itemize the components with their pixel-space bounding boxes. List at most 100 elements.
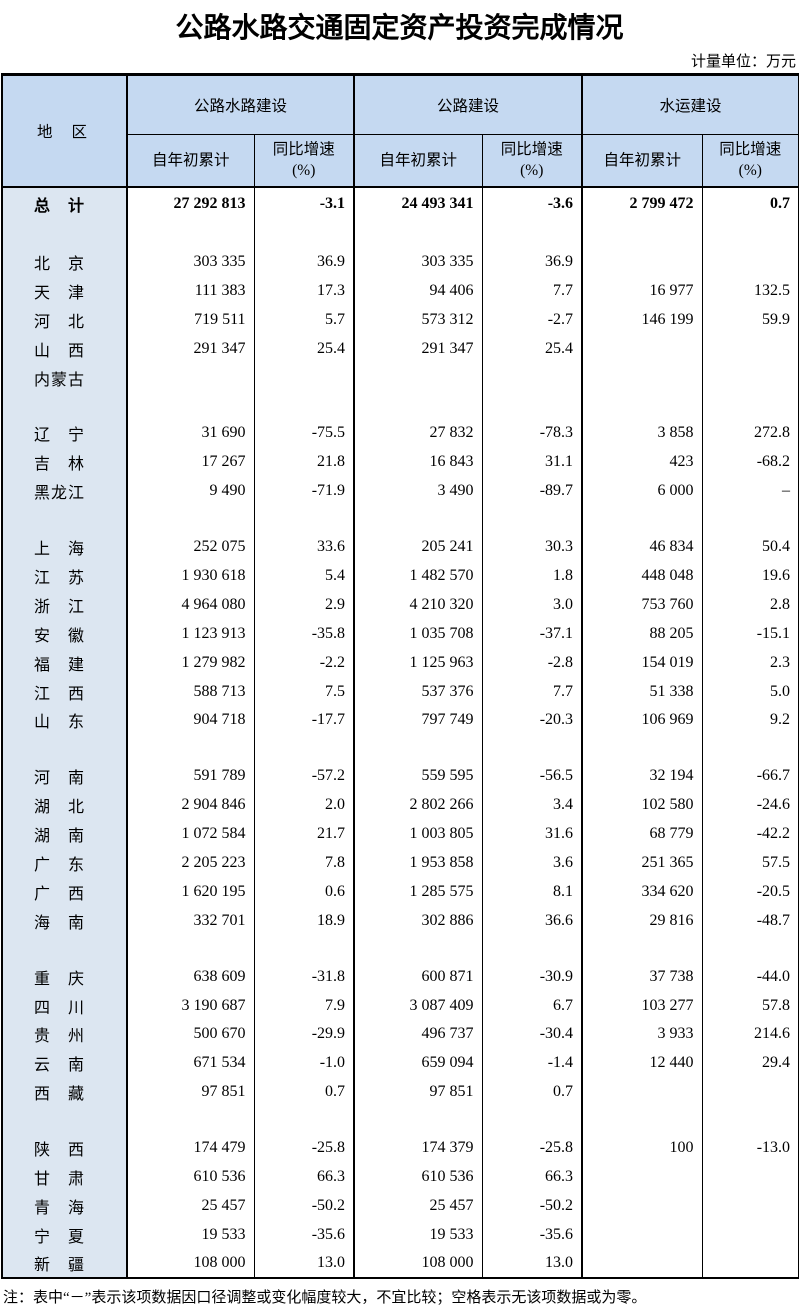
value-cell <box>582 220 703 248</box>
value-cell: 5.4 <box>254 561 356 591</box>
value-cell <box>582 391 703 419</box>
value-cell: 610 536 <box>354 1162 483 1192</box>
value-cell <box>582 935 703 963</box>
value-cell: 19 533 <box>127 1220 255 1250</box>
value-cell: 638 609 <box>127 962 255 992</box>
value-cell: 1.8 <box>482 561 584 591</box>
value-cell: 2.0 <box>254 790 356 820</box>
value-cell: -24.6 <box>756 796 791 814</box>
table-row: 河北 719 511 5.7 573 312 -2.7 146 199 59.9 <box>2 305 799 335</box>
region-cell: 广西 <box>2 877 128 907</box>
value-cell <box>127 935 255 963</box>
value-cell: 4 964 080 <box>127 590 255 620</box>
value-cell: 25 457 <box>354 1191 483 1221</box>
region-label: 云南 <box>34 1057 84 1075</box>
value-cell: 3 933 <box>582 1019 703 1049</box>
region-cell: 河北 <box>2 305 128 335</box>
sub-header-cumulative-1: 自年初累计 <box>127 134 255 188</box>
value-cell: -30.9 <box>482 962 584 992</box>
value-cell: 17.3 <box>254 276 356 306</box>
value-cell: 1 279 982 <box>127 648 255 678</box>
value-cell: 0.6 <box>254 877 356 907</box>
table-header: 地区 公路水路建设 公路建设 水运建设 自年初累计 同比增速 (%) 自年初累计 … <box>2 74 799 188</box>
value-cell: 106 969 <box>582 705 703 735</box>
region-cell: 陕西 <box>2 1133 128 1163</box>
value-cell: 21.8 <box>254 447 356 477</box>
value-cell: 29 816 <box>582 906 703 936</box>
region-cell: 上海 <box>2 532 128 562</box>
value-cell <box>127 363 255 392</box>
value-cell: 8.1 <box>482 877 584 907</box>
table-row: 广东 2 205 223 7.8 1 953 858 3.6 251 365 57.5 <box>2 848 799 878</box>
region-label: 新疆 <box>34 1257 84 1275</box>
region-label: 天津 <box>34 284 84 302</box>
table-row: 陕西 174 479 -25.8 174 379 -25.8 100 -13.0 <box>2 1133 799 1163</box>
value-cell: -25.8 <box>482 1133 584 1163</box>
table-row: 云南 671 534 -1.0 659 094 -1.4 12 440 29.4 <box>2 1048 799 1078</box>
spacer-row <box>2 935 799 963</box>
value-cell: 1 930 618 <box>127 561 255 591</box>
table-row: 辽宁 31 690 -75.5 27 832 -78.3 3 858 272.8 <box>2 418 799 448</box>
value-cell: -57.2 <box>254 761 356 791</box>
table-row: 内蒙古 <box>2 363 799 392</box>
value-cell: 59.9 <box>762 310 791 328</box>
value-cell: 6.7 <box>482 991 584 1020</box>
value-cell: -13.0 <box>756 1139 791 1157</box>
value-cell: 111 383 <box>127 276 255 306</box>
region-cell: 天津 <box>2 276 128 306</box>
region-label: 四川 <box>34 999 84 1017</box>
spacer-row <box>2 1106 799 1134</box>
value-cell: -2.8 <box>482 648 584 678</box>
value-cell: 2.9 <box>254 590 356 620</box>
table-row: 青海 25 457 -50.2 25 457 -50.2 <box>2 1191 799 1221</box>
region-cell: 黑龙江 <box>2 476 128 506</box>
region-label: 广东 <box>34 856 84 874</box>
value-cell: -1.0 <box>254 1048 356 1078</box>
value-cell <box>127 391 255 419</box>
table-row: 福建 1 279 982 -2.2 1 125 963 -2.8 154 019 2.3 <box>2 648 799 678</box>
value-cell <box>702 1191 799 1220</box>
value-cell <box>254 1106 356 1134</box>
region-cell: 福建 <box>2 648 128 678</box>
value-cell: 103 277 <box>582 991 703 1020</box>
value-cell: 16 843 <box>354 447 483 477</box>
value-cell: 588 713 <box>127 677 255 706</box>
table-row: 湖南 1 072 584 21.7 1 003 805 31.6 68 779 -42.2 <box>2 819 799 849</box>
value-cell <box>127 1106 255 1134</box>
value-cell: 25.4 <box>482 334 584 364</box>
value-cell: -15.1 <box>756 624 791 642</box>
value-cell <box>354 220 483 248</box>
table-row: 广西 1 620 195 0.6 1 285 575 8.1 334 620 -20.5 <box>2 877 799 907</box>
group-header-row: 地区 公路水路建设 公路建设 水运建设 <box>2 74 799 188</box>
table-row: 海南 332 701 18.9 302 886 36.6 29 816 -48.7 <box>2 906 799 936</box>
value-cell <box>582 334 703 364</box>
table-row: 贵州 500 670 -29.9 496 737 -30.4 3 933 214.6 <box>2 1019 799 1049</box>
value-cell <box>254 391 356 419</box>
value-cell: 16 977 <box>582 276 703 306</box>
region-label: 浙江 <box>34 598 84 616</box>
region-cell: 甘肃 <box>2 1162 128 1192</box>
value-cell: 272.8 <box>754 424 791 442</box>
region-cell <box>2 505 128 533</box>
table-row: 上海 252 075 33.6 205 241 30.3 46 834 50.4 <box>2 532 799 562</box>
value-cell <box>702 363 799 392</box>
value-cell: 31 690 <box>127 418 255 448</box>
value-cell <box>702 1163 799 1192</box>
value-cell <box>254 505 356 533</box>
value-cell: 33.6 <box>254 532 356 562</box>
value-cell <box>354 391 483 419</box>
value-cell <box>354 363 483 392</box>
value-cell: 66.3 <box>482 1162 584 1192</box>
value-cell <box>254 363 356 392</box>
region-cell: 安徽 <box>2 619 128 649</box>
region-cell: 内蒙古 <box>2 363 128 392</box>
value-cell <box>702 1249 799 1278</box>
value-cell: 24 493 341 <box>354 186 483 221</box>
value-cell: 31.6 <box>482 819 584 849</box>
value-cell <box>702 935 799 962</box>
spacer-row <box>2 505 799 533</box>
value-cell: -75.5 <box>254 418 356 448</box>
value-cell: 573 312 <box>354 305 483 335</box>
value-cell <box>702 506 799 533</box>
value-cell <box>354 505 483 533</box>
